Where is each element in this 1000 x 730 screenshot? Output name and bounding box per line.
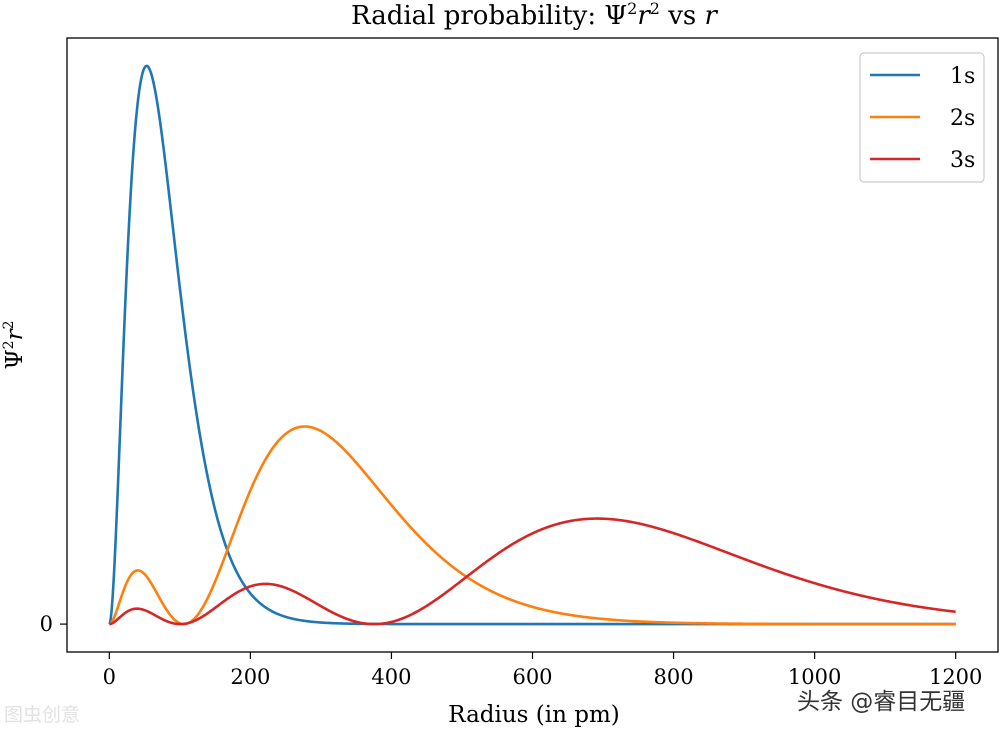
x-axis-label: Radius (in pm) — [448, 702, 620, 728]
chart-title: Radial probability: Ψ2r2 vs r — [351, 0, 719, 31]
y-axis-label: Ψ2r2 — [1, 320, 28, 369]
x-tick-label: 800 — [654, 665, 694, 689]
x-tick-label: 1000 — [788, 665, 841, 689]
x-tick-label: 1200 — [929, 665, 982, 689]
series-line-3s — [108, 517, 957, 626]
y-tick-label: 0 — [40, 612, 53, 636]
plot-area — [66, 37, 999, 653]
legend-label-1s: 1s — [950, 64, 975, 89]
legend: 1s 2s 3s — [859, 52, 985, 183]
x-axis: 0 200 400 600 800 1000 1200 — [103, 652, 982, 689]
plot-background — [67, 38, 998, 652]
x-tick-label: 600 — [512, 665, 552, 689]
legend-box — [859, 52, 985, 183]
legend-label-2s: 2s — [950, 106, 975, 131]
series-line-2s — [108, 425, 957, 626]
legend-label-3s: 3s — [950, 148, 975, 173]
x-tick-label: 200 — [230, 665, 270, 689]
watermark-right: 头条 @睿目无疆 — [797, 689, 966, 715]
watermark-left: 图虫创意 — [4, 704, 81, 726]
x-tick-label: 0 — [103, 665, 116, 689]
x-tick-label: 400 — [371, 665, 411, 689]
y-axis: 0 — [40, 612, 67, 636]
